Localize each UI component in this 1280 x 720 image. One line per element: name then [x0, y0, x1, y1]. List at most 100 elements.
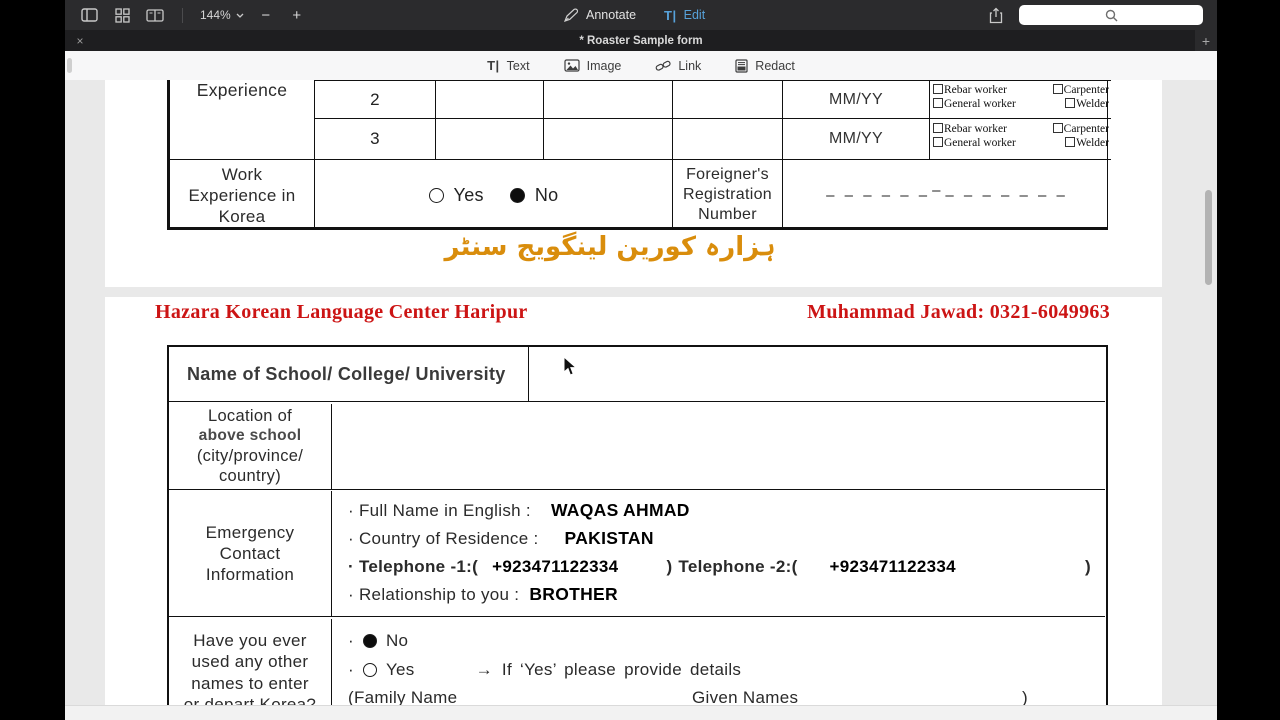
foreigner-reg-label-cell: Foreigner's Registration Number	[673, 160, 783, 230]
reg-mask-right: – – – – – – –	[945, 186, 1068, 204]
checkbox-icon[interactable]	[933, 98, 943, 108]
redact-button[interactable]: Redact	[735, 59, 795, 73]
family-given-line: (Family Name Given Names )	[332, 685, 1105, 705]
job-type-line: General worker Welder	[933, 137, 1109, 149]
telephone1-close-paren: )	[666, 556, 673, 576]
job-type-option[interactable]: Welder	[1065, 137, 1109, 149]
job-type-option[interactable]: Carpenter	[1052, 84, 1109, 96]
work-label-line: Korea	[218, 206, 266, 226]
experience-table: Experience 2 MM/YY Rebar worker Carpente…	[167, 80, 1111, 230]
experience-duty-cell[interactable]	[544, 119, 673, 160]
yes-radio-unchecked[interactable]	[428, 187, 444, 203]
panel-handle[interactable]	[67, 58, 72, 73]
work-experience-label-cell: Work Experience in Korea	[170, 160, 315, 230]
checkbox-icon[interactable]	[1065, 137, 1076, 147]
link-icon	[656, 60, 671, 71]
toolbar-right-group	[986, 0, 1203, 30]
relationship-line: · Relationship to you : BROTHER	[332, 581, 1105, 608]
other-names-label-cell: Have you ever used any other names to en…	[169, 618, 332, 705]
image-tool-label: Image	[586, 58, 622, 73]
emergency-label-line: Contact	[219, 544, 281, 563]
reg-number-mask-cell[interactable]: – – – – – – – – – – – – – –	[783, 160, 1111, 230]
sidebar-toggle-icon[interactable]	[79, 5, 99, 25]
pen-icon	[563, 7, 579, 22]
job-type-line: General worker Welder	[933, 98, 1109, 110]
relationship-value[interactable]: BROTHER	[529, 584, 618, 604]
telephone1-value[interactable]: +923471122334	[492, 556, 619, 576]
insert-image-button[interactable]: Image	[564, 58, 622, 73]
no-radio-checked[interactable]	[362, 634, 377, 648]
new-tab-button[interactable]: +	[1195, 30, 1217, 51]
edit-label: Edit	[683, 8, 706, 22]
emergency-label-line: Emergency	[205, 523, 295, 542]
app-window: 144% − + Annotate T| Edit	[65, 0, 1217, 720]
checkbox-icon[interactable]	[1052, 84, 1063, 94]
job-type-option[interactable]: Rebar worker	[933, 123, 1007, 135]
telephone2-close-paren: )	[1085, 556, 1091, 576]
job-type-label: Welder	[1076, 98, 1109, 110]
school-name-label-cell: Name of School/ College/ University	[169, 347, 529, 402]
arrow-glyph: →	[475, 660, 493, 679]
zoom-level-control[interactable]: 144%	[200, 8, 244, 22]
experience-period-cell[interactable]	[673, 80, 783, 119]
tab-document-title[interactable]: * Roaster Sample form	[579, 34, 703, 47]
other-names-answer-cell: · No · Yes → If ‘Yes’ please provide det…	[332, 619, 1105, 705]
names-question-line: names to enter	[191, 673, 309, 693]
tab-bar: × * Roaster Sample form +	[65, 30, 1217, 51]
job-type-line: Rebar worker Carpenter	[933, 84, 1109, 96]
search-input[interactable]	[1019, 5, 1203, 25]
foreigner-label-line: Registration	[683, 186, 772, 203]
checkbox-icon[interactable]	[933, 84, 943, 94]
job-type-option[interactable]: Carpenter	[1052, 123, 1109, 135]
mouse-cursor	[563, 356, 578, 376]
link-tool-label: Link	[678, 58, 702, 73]
toolbar-separator	[182, 7, 183, 23]
checkbox-icon[interactable]	[933, 123, 943, 133]
school-name-input-cell[interactable]	[529, 347, 1105, 402]
insert-link-button[interactable]: Link	[655, 59, 701, 73]
telephone2-value[interactable]: +923471122334	[829, 556, 956, 576]
zoom-in-button[interactable]: +	[292, 6, 302, 24]
work-label-line: Experience in	[188, 185, 296, 205]
experience-company-cell[interactable]	[436, 119, 544, 160]
job-type-label: Welder	[1076, 137, 1109, 149]
checkbox-icon[interactable]	[933, 137, 943, 147]
country-label: · Country of Residence :	[348, 528, 539, 548]
job-type-option[interactable]: Rebar worker	[933, 84, 1007, 96]
edit-mode-button[interactable]: T| Edit	[664, 8, 705, 23]
country-value[interactable]: PAKISTAN	[564, 528, 654, 548]
job-type-option[interactable]: General worker	[933, 137, 1016, 149]
no-radio-checked[interactable]	[509, 187, 525, 203]
yes-radio-unchecked[interactable]	[362, 663, 377, 677]
vertical-scrollbar-thumb[interactable]	[1205, 190, 1212, 285]
experience-company-cell[interactable]	[436, 80, 544, 119]
location-input-cell[interactable]	[332, 404, 1105, 490]
emergency-content-cell: · Full Name in English : WAQAS AHMAD · C…	[332, 491, 1105, 617]
emergency-label-cell: Emergency Contact Information	[169, 491, 332, 617]
checkbox-icon[interactable]	[1052, 123, 1063, 133]
bullet: ·	[348, 631, 354, 650]
mmyy-cell: MM/YY	[783, 119, 930, 160]
yes-details-text: If ‘Yes’ please provide details	[501, 660, 742, 679]
job-type-option[interactable]: General worker	[933, 98, 1016, 110]
thumbnail-grid-icon[interactable]	[112, 5, 132, 25]
annotate-mode-button[interactable]: Annotate	[563, 7, 636, 23]
zoom-out-button[interactable]: −	[261, 6, 271, 24]
checkbox-icon[interactable]	[1065, 98, 1076, 108]
insert-text-button[interactable]: T| Text	[487, 58, 530, 73]
tab-close-icon[interactable]: ×	[76, 33, 84, 48]
two-page-view-icon[interactable]	[145, 5, 165, 25]
work-label-line: Work	[221, 164, 263, 184]
job-type-option[interactable]: Welder	[1065, 98, 1109, 110]
experience-period-cell[interactable]	[673, 119, 783, 160]
share-icon[interactable]	[986, 5, 1006, 25]
foreigner-label-line: Number	[698, 206, 757, 223]
korea-experience-answer-cell: Yes No	[315, 160, 673, 230]
full-name-value[interactable]: WAQAS AHMAD	[550, 500, 690, 520]
urdu-center-name: ہزارہ کورین لینگویج سنٹر	[444, 232, 776, 262]
bullet: ·	[348, 660, 354, 679]
full-name-label: · Full Name in English :	[348, 500, 531, 520]
given-names-label: Given Names	[692, 688, 799, 705]
experience-duty-cell[interactable]	[544, 80, 673, 119]
